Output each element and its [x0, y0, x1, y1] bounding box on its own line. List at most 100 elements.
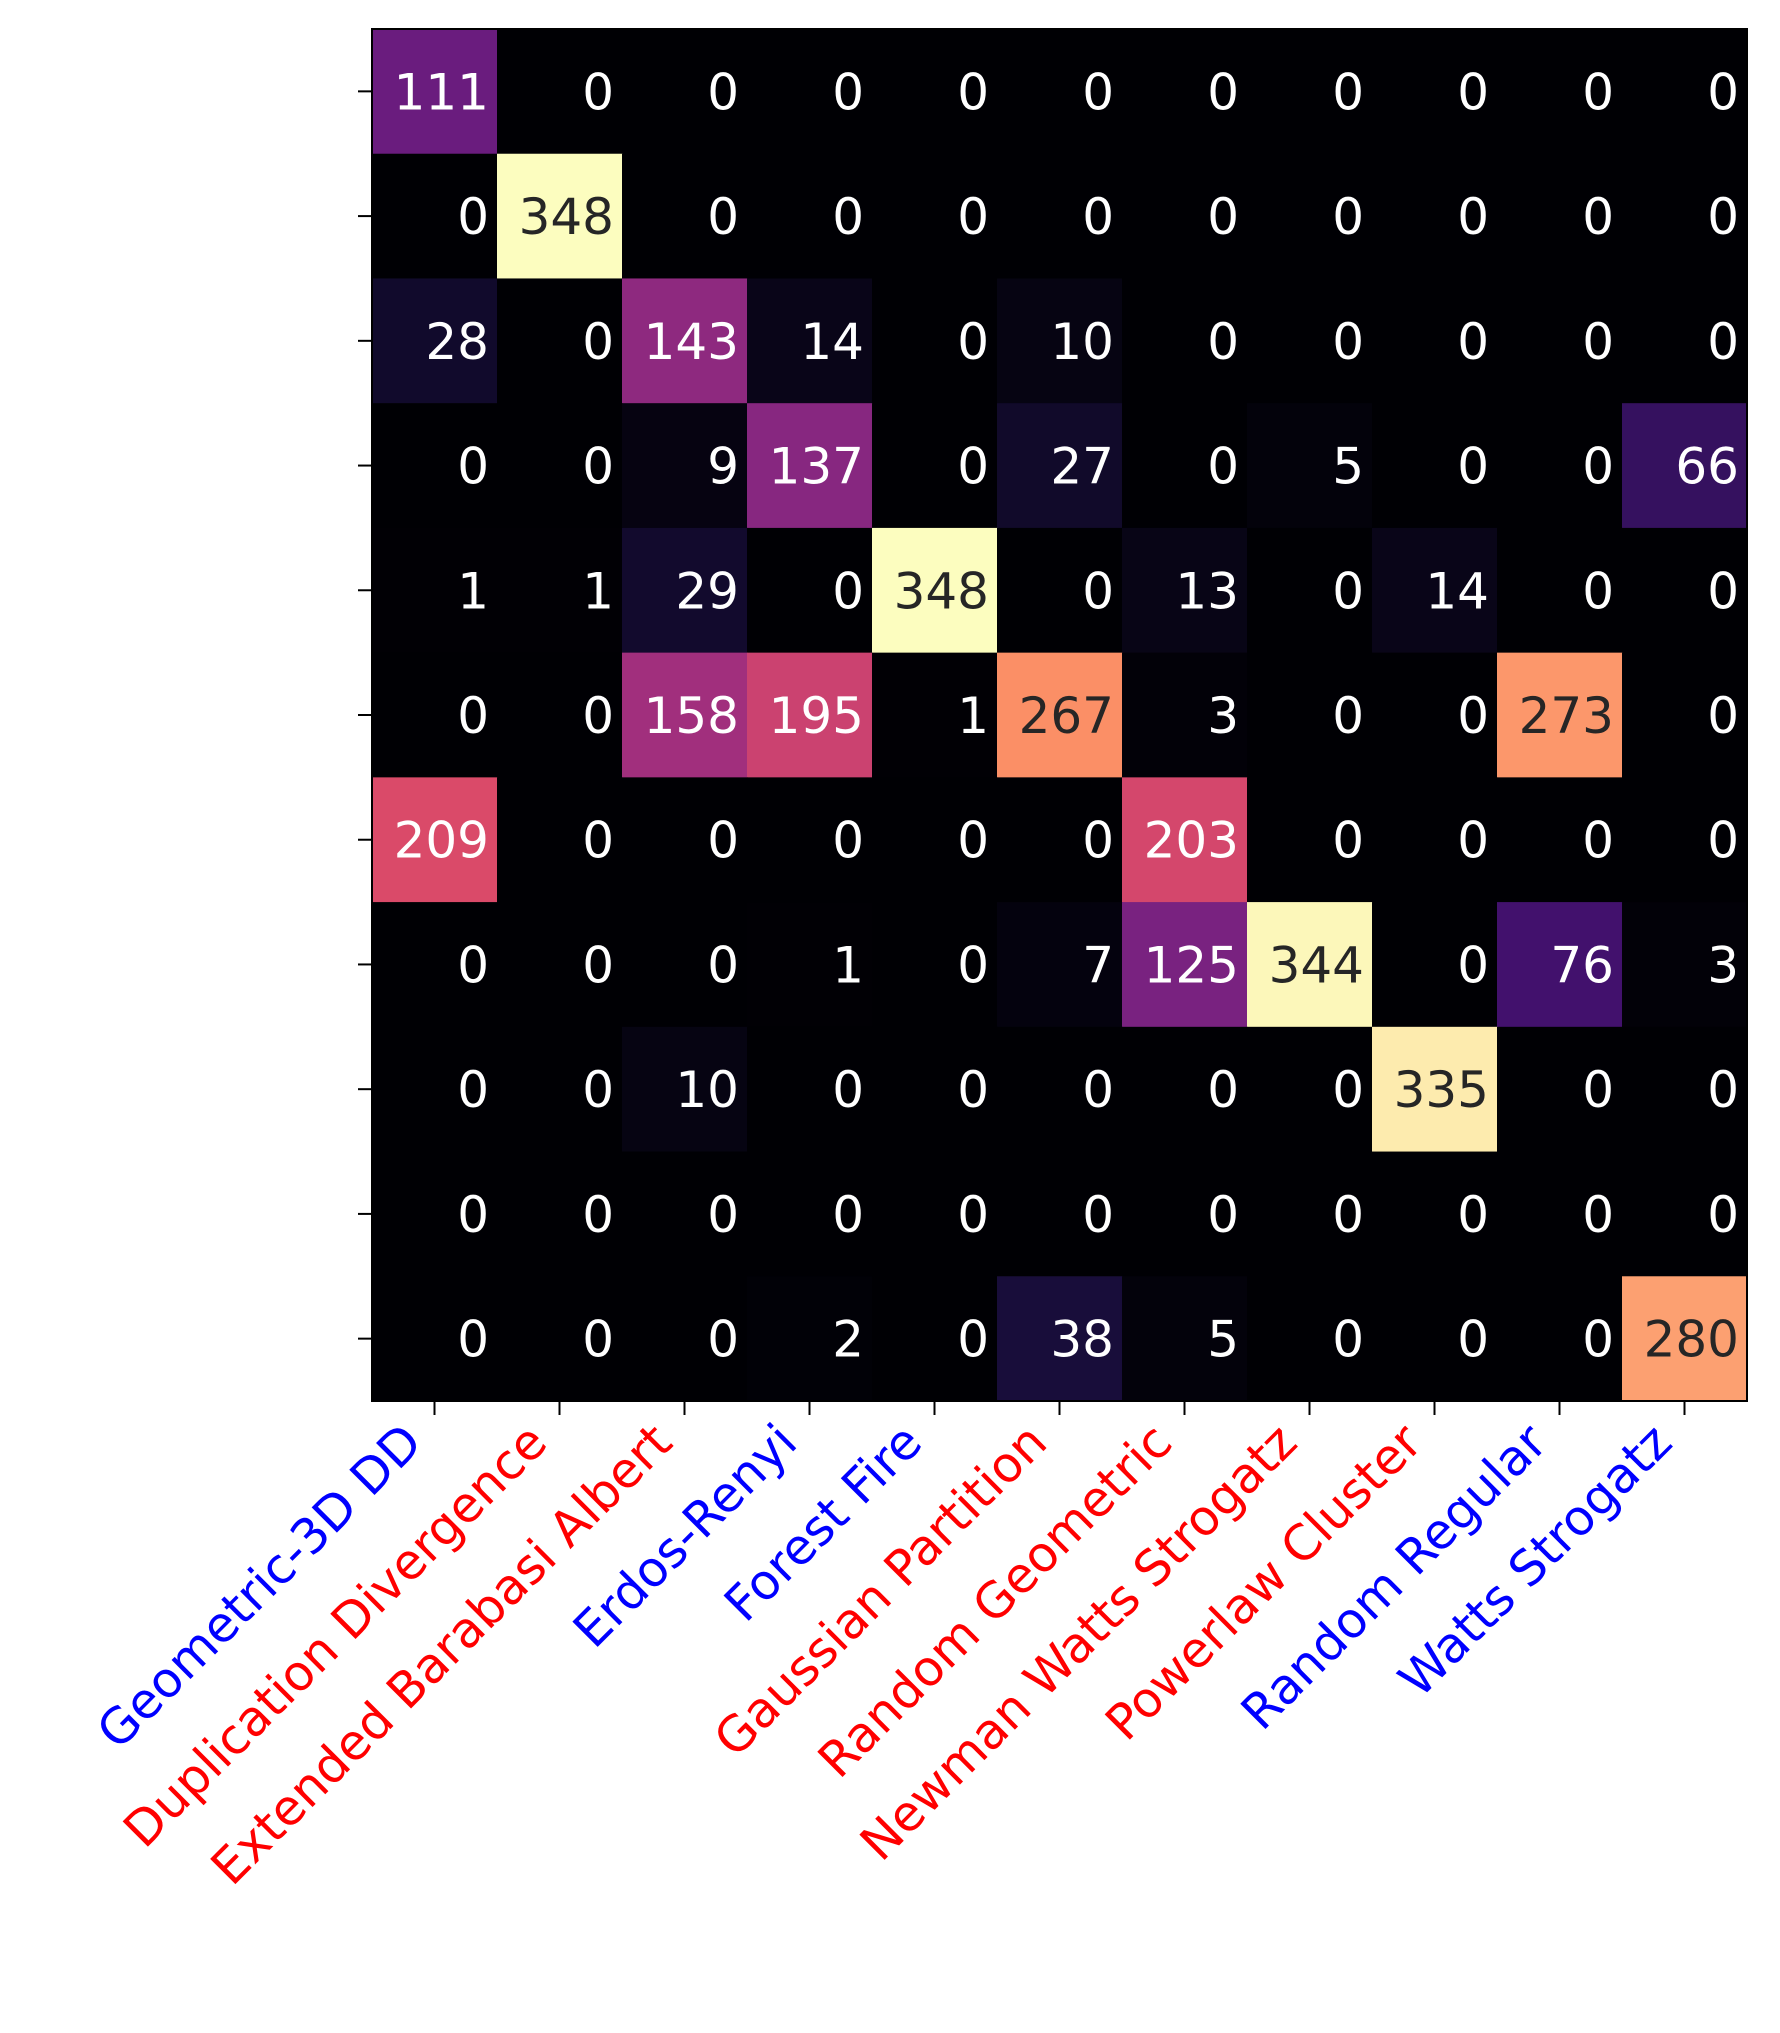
heatmap-cell: [372, 777, 498, 903]
heatmap-cell: [1247, 902, 1373, 1028]
heatmap-cell: [1622, 29, 1748, 155]
heatmap-cell: [747, 777, 873, 903]
heatmap-cell: [1622, 403, 1748, 529]
heatmap-cell: [1622, 1026, 1748, 1153]
heatmap-cell: [1372, 1151, 1498, 1277]
heatmap-cell: [872, 652, 998, 778]
heatmap-cell-value: 280: [1644, 1311, 1739, 1369]
heatmap-cell: [1622, 1151, 1748, 1277]
heatmap-cell-value: 0: [1207, 438, 1239, 496]
heatmap-cell-value: 0: [1582, 562, 1614, 620]
heatmap-cell-value: 0: [1707, 562, 1739, 620]
heatmap-cell: [622, 1276, 748, 1402]
heatmap-cell: [1122, 652, 1248, 778]
heatmap-cell: [997, 1151, 1123, 1277]
heatmap-cell-value: 0: [457, 438, 489, 496]
heatmap-cell-value: 0: [832, 562, 864, 620]
heatmap-cell: [622, 902, 748, 1028]
heatmap-cell-value: 1: [957, 687, 989, 745]
heatmap-cell: [372, 1151, 498, 1277]
heatmap-cell-value: 0: [1457, 63, 1489, 121]
heatmap-cell-value: 0: [582, 63, 614, 121]
heatmap-cell-value: 0: [1582, 1311, 1614, 1369]
heatmap-cell: [1372, 29, 1498, 155]
heatmap-cell: [1372, 777, 1498, 903]
heatmap-cell: [1122, 527, 1248, 654]
heatmap-cell: [1247, 652, 1373, 778]
heatmap-cell-value: 0: [1332, 63, 1364, 121]
heatmap-cell: [497, 527, 623, 654]
heatmap-cell: [622, 1151, 748, 1277]
heatmap-cell-value: 0: [1582, 313, 1614, 371]
heatmap-cell: [1122, 403, 1248, 529]
heatmap-cell-value: 0: [832, 1061, 864, 1119]
heatmap-cell: [372, 403, 498, 529]
heatmap-cell: [1497, 1151, 1623, 1277]
heatmap-cell: [1122, 1276, 1248, 1402]
heatmap-cell: [1247, 1151, 1373, 1277]
heatmap-cell-value: 0: [1457, 438, 1489, 496]
heatmap-cell-value: 0: [1332, 812, 1364, 870]
heatmap-cell-value: 0: [1582, 812, 1614, 870]
heatmap-cell-value: 0: [1707, 687, 1739, 745]
heatmap-cell: [872, 403, 998, 529]
heatmap-cell: [622, 153, 748, 280]
heatmap-cell-value: 0: [457, 188, 489, 246]
heatmap-cell: [497, 1276, 623, 1402]
heatmap-cell: [372, 527, 498, 654]
heatmap-cell: [872, 153, 998, 280]
heatmap-cells: [372, 29, 1748, 1402]
heatmap-cell: [1122, 153, 1248, 280]
heatmap-cell-value: 0: [1582, 63, 1614, 121]
heatmap-cell-value: 5: [1332, 438, 1364, 496]
heatmap-cell: [1372, 1276, 1498, 1402]
heatmap-cell-value: 0: [957, 63, 989, 121]
heatmap-cell-value: 1: [832, 936, 864, 994]
heatmap-cell-value: 0: [1582, 1061, 1614, 1119]
heatmap-cell: [622, 652, 748, 778]
heatmap-cell: [1497, 403, 1623, 529]
heatmap-cell: [1372, 652, 1498, 778]
heatmap-cell: [1372, 1026, 1498, 1153]
heatmap-cell-value: 209: [394, 812, 489, 870]
heatmap-cell-value: 0: [1207, 1186, 1239, 1244]
heatmap-cell: [1122, 278, 1248, 404]
heatmap-cell-value: 10: [675, 1061, 739, 1119]
heatmap-cell-value: 0: [957, 1186, 989, 1244]
heatmap-cell-value: 203: [1144, 812, 1239, 870]
heatmap-cell-value: 0: [707, 812, 739, 870]
heatmap-cell-value: 28: [425, 313, 489, 371]
heatmap-cell: [872, 777, 998, 903]
heatmap-cell: [872, 1026, 998, 1153]
heatmap-cell-value: 0: [1707, 1061, 1739, 1119]
heatmap-cell-value: 0: [707, 1186, 739, 1244]
heatmap-cell: [372, 1026, 498, 1153]
heatmap-cell-value: 0: [1082, 188, 1114, 246]
heatmap-cell-value: 0: [1082, 1061, 1114, 1119]
heatmap-cell: [997, 1026, 1123, 1153]
heatmap-cell-value: 0: [457, 1186, 489, 1244]
heatmap-cell-value: 3: [1207, 687, 1239, 745]
heatmap-cell-value: 0: [457, 1061, 489, 1119]
heatmap-cell-value: 0: [1457, 936, 1489, 994]
heatmap-cell: [622, 777, 748, 903]
heatmap-cell-value: 0: [1457, 313, 1489, 371]
heatmap-cell-value: 0: [1082, 1186, 1114, 1244]
heatmap-cell: [872, 527, 998, 654]
heatmap-cell: [997, 527, 1123, 654]
x-axis-ticks: [433, 1401, 1686, 1415]
heatmap-cell: [747, 1276, 873, 1402]
heatmap-cell-value: 137: [769, 438, 864, 496]
heatmap-cell-value: 0: [1332, 188, 1364, 246]
heatmap-cell-value: 5: [1207, 1311, 1239, 1369]
heatmap-cell: [372, 278, 498, 404]
heatmap-cell-value: 0: [707, 63, 739, 121]
heatmap-cell: [372, 29, 498, 155]
heatmap-cell: [497, 29, 623, 155]
heatmap-cell: [872, 278, 998, 404]
heatmap-cell: [1372, 153, 1498, 280]
heatmap-cell-value: 0: [1457, 687, 1489, 745]
heatmap-cell-value: 0: [457, 1311, 489, 1369]
heatmap-cell: [497, 278, 623, 404]
heatmap-cell: [1372, 902, 1498, 1028]
